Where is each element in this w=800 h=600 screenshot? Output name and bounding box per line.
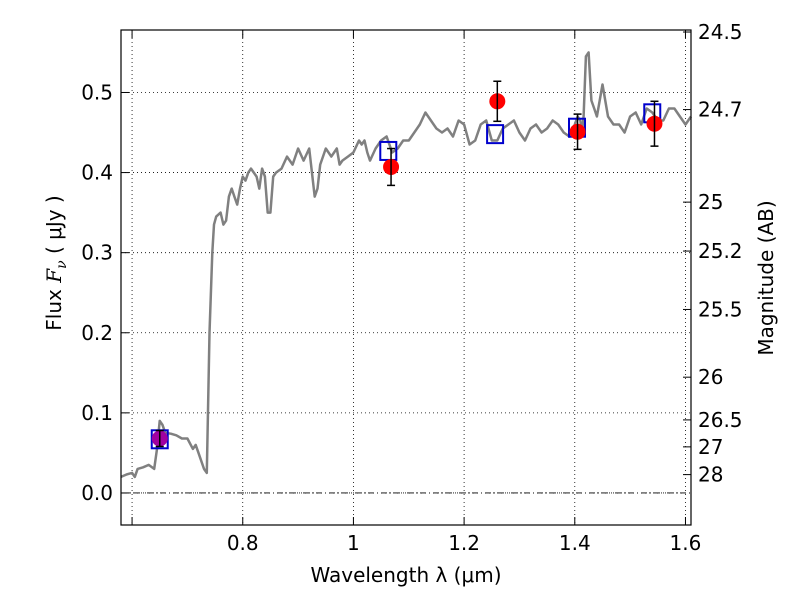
x-tick-label: 1.4 [559,531,591,555]
x-tick-label: 0.8 [227,531,259,555]
y-axis-label-symbol: F [42,268,66,284]
x-tick-label: 1.6 [670,531,702,555]
right-tick-label: 25 [698,190,723,214]
right-tick-label: 26 [698,365,723,389]
y-tick-label: 0.4 [81,161,113,185]
y-tick-label: 0.2 [81,321,113,345]
y-axis-label: Flux Fν ( μJy ) [42,195,70,330]
y-axis-label-subscript: ν [54,260,70,269]
plot-frame [120,29,692,526]
grid [121,30,691,525]
right-tick-label: 24.5 [698,20,743,44]
y-axis-label-unit: ( μJy ) [42,195,66,260]
model-point [486,124,505,145]
right-tick-label: 26.5 [698,408,743,432]
right-tick-label: 28 [698,463,723,487]
y-tick-label: 0.5 [81,80,113,104]
right-tick-label: 24.7 [698,98,743,122]
y-axis-label-text: Flux [42,283,66,331]
y-tick-label: 0.0 [81,481,113,505]
spectrum-line [120,51,693,479]
observed-photometry [151,80,663,448]
x-tick-label: 1.2 [448,531,480,555]
ticks: 0.8 1 1.2 1.4 1.6 0.0 0.1 0.2 0.3 0.4 0.5 24.5 24.7 2… [81,20,742,555]
right-tick-label: 25.5 [698,297,743,321]
right-tick-label: 27 [698,435,723,459]
right-tick-label: 25.2 [698,239,743,263]
y-tick-label: 0.1 [81,401,113,425]
y-tick-label: 0.3 [81,241,113,265]
x-tick-label: 1 [347,531,360,555]
x-axis-label: Wavelength λ (μm) [310,563,501,587]
right-axis-label: Magnitude (AB) [754,200,778,355]
